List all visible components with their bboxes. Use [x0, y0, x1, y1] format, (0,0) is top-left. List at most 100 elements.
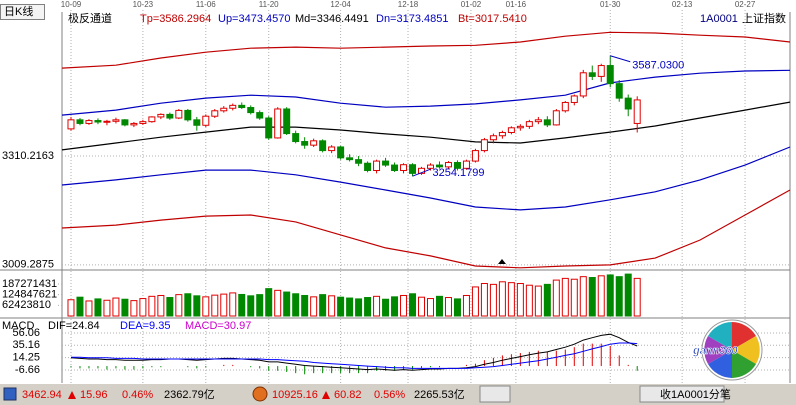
candle-body: [256, 112, 264, 119]
candle-body: [588, 72, 596, 77]
status-icon[interactable]: [3, 387, 17, 401]
volume-bar: [489, 283, 497, 317]
y-tick-label: 3009.2875: [2, 259, 54, 271]
volume-bar: [525, 284, 533, 317]
symbol-name: 上证指数: [742, 11, 786, 25]
candle-body: [426, 164, 434, 169]
x-tick-label: 02-27: [735, 0, 756, 9]
logo-wedge: [708, 350, 732, 378]
candle-body: [615, 83, 623, 99]
candle-body: [193, 119, 201, 126]
volume-bar: [543, 283, 551, 317]
legend-entry: MACD=30.97: [185, 320, 251, 332]
volume-bar: [364, 297, 372, 317]
candle-body: [319, 140, 327, 152]
sh-index: 3462.94: [22, 389, 62, 401]
sz-amount: 2265.53亿: [414, 388, 465, 401]
x-tick-label: 11-20: [259, 0, 279, 9]
volume-bar: [67, 299, 75, 317]
volume-bar: [418, 296, 426, 317]
y-tick-label: -6.66: [15, 364, 40, 376]
volume-bar: [444, 297, 452, 317]
candle-body: [579, 72, 587, 97]
candle-body: [220, 107, 228, 112]
candle-body: [570, 95, 578, 103]
candle-body: [94, 120, 102, 123]
volume-bar: [570, 278, 578, 317]
volume-bar: [426, 298, 434, 317]
legend-entry: Md=3346.4491: [295, 13, 369, 25]
y-tick-label: 35.16: [12, 339, 40, 351]
candle-body: [121, 119, 129, 126]
legend-entry: DIF=24.84: [48, 320, 100, 332]
candle-body: [175, 109, 183, 119]
status-button[interactable]: [639, 385, 725, 403]
candle-body: [480, 139, 488, 152]
candle-body: [283, 108, 291, 135]
candle-body: [166, 113, 174, 119]
logo-wedge: [704, 336, 732, 364]
volume-bar: [597, 275, 605, 317]
y-tick-label: 56.06: [12, 327, 40, 339]
volume-bar: [238, 293, 246, 317]
volume-bar: [328, 295, 336, 317]
x-tick-label: 01-30: [600, 0, 621, 9]
candle-body: [400, 164, 408, 171]
volume-bar: [373, 295, 381, 317]
volume-bar: [552, 279, 560, 317]
volume-bar: [337, 296, 345, 317]
volume-bar: [588, 277, 596, 317]
volume-bar: [310, 296, 318, 317]
volume-bar: [462, 294, 470, 317]
volume-bar: [355, 298, 363, 317]
volume-bar: [193, 295, 201, 317]
volume-bar: [516, 283, 524, 317]
candle-body: [534, 119, 542, 123]
volume-bar: [534, 285, 542, 317]
candle-body: [382, 160, 390, 166]
marker: [498, 259, 506, 264]
volume-bar: [633, 277, 641, 317]
legend-entry: Tp=3586.2964: [140, 13, 211, 25]
volume-bar: [265, 288, 273, 317]
volume-bar: [346, 297, 354, 317]
sz-percent: 0.56%: [374, 389, 405, 401]
volume-bar: [211, 294, 219, 317]
x-tick-label: 02-13: [672, 0, 693, 9]
candle-body: [148, 116, 156, 123]
up-arrow: [68, 391, 76, 399]
candle-body: [516, 125, 524, 129]
indicator-name: 极反通道: [68, 11, 112, 25]
candle-body: [274, 108, 282, 139]
volume-bar: [184, 293, 192, 317]
volume-bar: [157, 294, 165, 317]
candle-body: [76, 119, 84, 124]
volume-bar: [507, 282, 515, 317]
volume-bar: [480, 283, 488, 317]
candle-body: [391, 164, 399, 171]
volume-bar: [256, 294, 264, 317]
volume-bar: [229, 292, 237, 317]
sz-change: 60.82: [334, 389, 362, 401]
volume-bar: [606, 274, 614, 317]
status-button[interactable]: [479, 385, 511, 403]
y-tick-label: 3310.2163: [2, 150, 54, 162]
volume-bar: [409, 293, 417, 317]
candle-body: [301, 141, 309, 146]
volume-bar: [391, 296, 399, 317]
candle-body: [373, 160, 381, 171]
logo-wedge: [732, 336, 760, 364]
candle-body: [364, 162, 372, 171]
status-icon[interactable]: [252, 386, 268, 402]
period-label: 日K线: [4, 4, 33, 18]
annotation: 3587.0300: [632, 60, 684, 72]
logo: gann360: [692, 319, 763, 381]
volume-bar: [624, 273, 632, 317]
candle-body: [202, 115, 210, 126]
volume-bar: [166, 297, 174, 317]
volume-bar: [301, 294, 309, 317]
legend-entry: Dn=3173.4851: [376, 13, 448, 25]
sz-index: 10925.16: [272, 389, 318, 401]
candle-body: [543, 119, 551, 126]
